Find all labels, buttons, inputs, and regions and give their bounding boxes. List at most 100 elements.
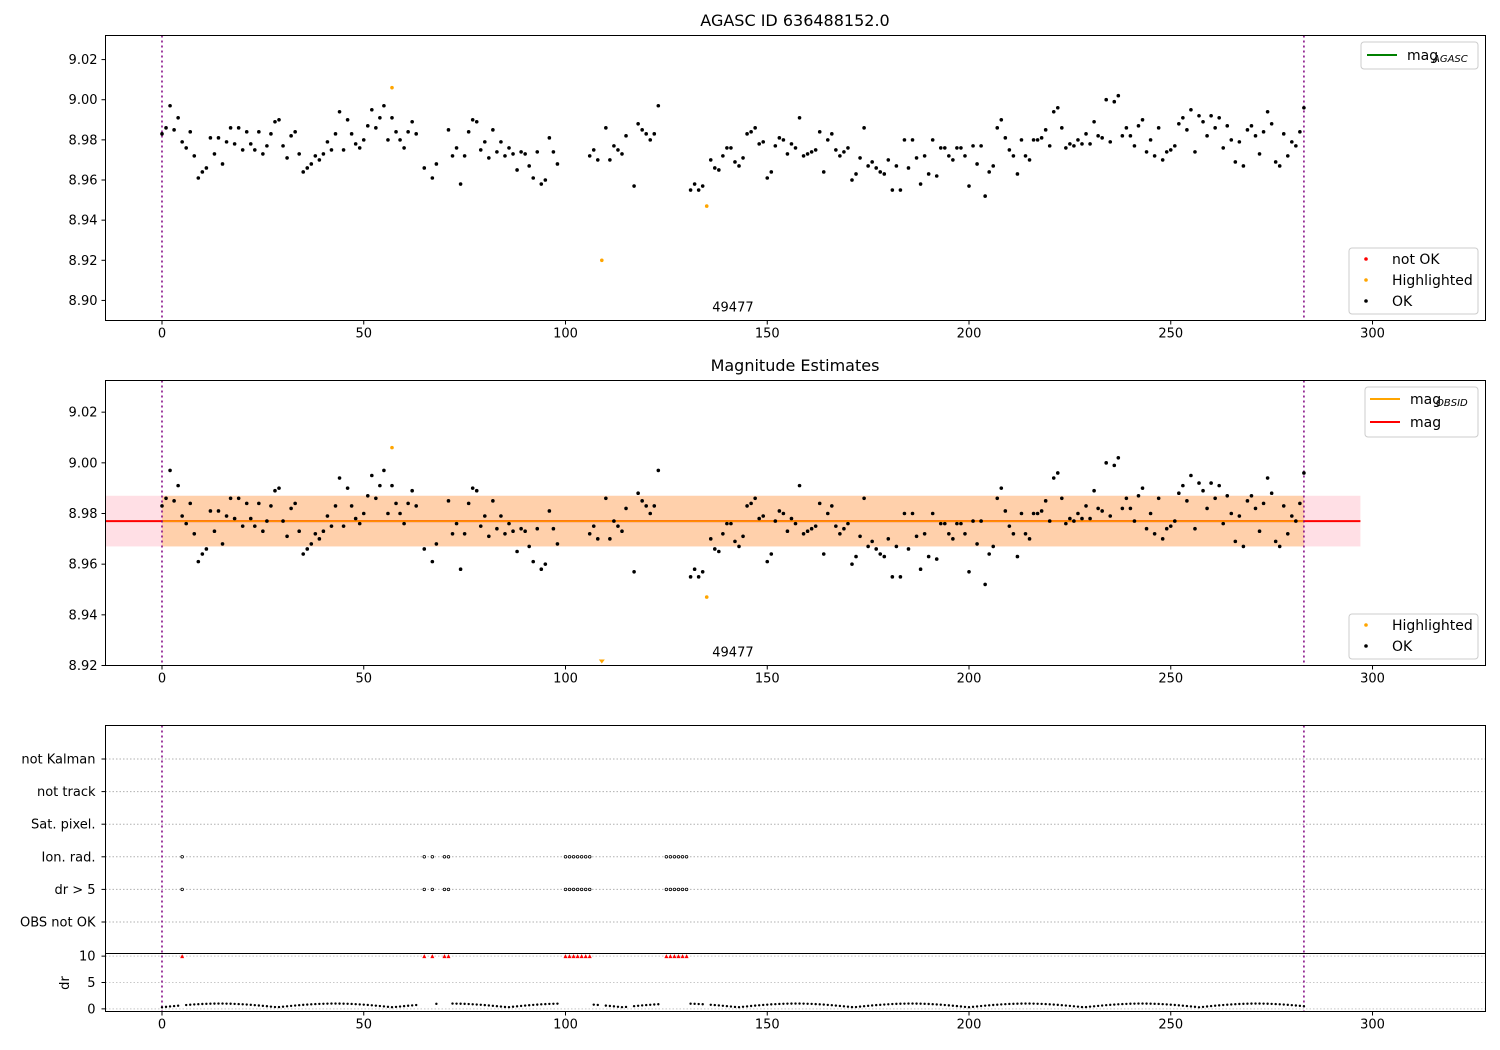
ok-point — [842, 526, 846, 531]
ok-point — [1055, 105, 1060, 110]
ok-point — [341, 524, 346, 528]
dr-point — [1270, 1002, 1273, 1006]
ok-point — [269, 504, 273, 508]
ok-point — [918, 567, 923, 572]
flag-marker — [575, 855, 580, 859]
dr-point — [1020, 1002, 1023, 1005]
ok-point — [192, 154, 197, 158]
ok-point — [963, 531, 967, 536]
ok-point — [882, 172, 887, 176]
dr-point — [1040, 1002, 1043, 1006]
dr-point — [895, 1002, 898, 1006]
ok-point — [737, 164, 741, 168]
dr-point — [209, 1002, 212, 1005]
ok-point — [321, 152, 326, 156]
ok-point — [345, 117, 350, 122]
ok-point — [1015, 554, 1020, 559]
ok-point — [809, 526, 814, 531]
ok-point — [975, 162, 979, 166]
ok-point — [337, 476, 342, 480]
dr-point — [176, 1004, 180, 1007]
ok-point — [236, 126, 241, 130]
dr-clipped-marker — [442, 954, 447, 959]
dr-point — [241, 1003, 244, 1006]
mid-xtick-label: 200 — [957, 672, 982, 687]
dr-point — [1258, 1002, 1261, 1005]
ok-point — [305, 166, 310, 170]
ok-point — [1019, 511, 1024, 516]
dr-point — [172, 1004, 176, 1008]
dr-point — [523, 1004, 527, 1007]
ok-point — [648, 138, 653, 142]
ok-point — [487, 156, 491, 160]
ok-point — [228, 496, 233, 501]
ok-point — [1221, 521, 1226, 526]
ok-point — [821, 170, 826, 174]
ok-point — [257, 130, 261, 134]
dr-point — [1302, 1005, 1306, 1008]
bottom-xtick-label: 150 — [755, 1018, 780, 1033]
ok-point — [1261, 130, 1266, 134]
ok-point — [361, 511, 366, 516]
ok-point — [216, 136, 221, 140]
ok-point — [309, 162, 314, 166]
mid-ytick-label: 8.98 — [69, 507, 98, 522]
bottom-xtick-label: 50 — [355, 1018, 372, 1033]
dr-point — [374, 1004, 378, 1007]
ok-point — [478, 148, 483, 152]
ok-point — [398, 511, 402, 516]
ok-point — [632, 569, 636, 574]
dr-point — [1242, 1002, 1245, 1006]
ok-point — [991, 164, 996, 168]
ok-point — [277, 486, 281, 490]
ok-point — [886, 158, 891, 162]
ok-point — [281, 519, 285, 523]
ok-point — [1035, 511, 1040, 516]
ok-point — [539, 567, 544, 572]
top-panel-title: AGASC ID 636488152.0 — [700, 11, 889, 30]
ok-point — [717, 549, 721, 554]
ok-point — [1197, 113, 1201, 118]
ok-point — [882, 554, 887, 559]
ok-point — [1076, 511, 1080, 516]
ok-point — [995, 126, 1000, 130]
dr-clipped-marker — [430, 954, 435, 959]
ok-point — [781, 511, 786, 516]
ok-point — [1072, 144, 1076, 148]
ok-point — [390, 115, 394, 120]
ok-point — [325, 514, 330, 518]
dr-point — [406, 1004, 410, 1007]
ok-point — [870, 160, 874, 164]
legend-mag-label-2: mag — [1410, 415, 1441, 431]
ok-point — [212, 529, 217, 534]
ok-point — [285, 534, 289, 539]
dr-point — [778, 1002, 781, 1006]
offscale-marker — [598, 659, 605, 664]
top-xtick-label: 150 — [755, 327, 780, 342]
dr-point — [729, 1005, 733, 1008]
dr-point — [915, 1002, 918, 1005]
dr-ytick-label: 5 — [87, 976, 95, 991]
ok-point — [789, 142, 794, 146]
ok-point — [1193, 526, 1197, 531]
dr-point — [1193, 1005, 1197, 1009]
ok-point — [1007, 524, 1012, 528]
ok-point — [777, 136, 782, 140]
ok-point — [902, 511, 907, 516]
dr-point — [971, 1005, 975, 1009]
dr-point — [265, 1005, 269, 1008]
ok-point — [801, 154, 806, 158]
ok-point — [519, 526, 523, 531]
dr-point — [487, 1004, 491, 1007]
ok-point — [805, 529, 810, 534]
ok-point — [1003, 509, 1008, 513]
dr-point — [1064, 1004, 1068, 1007]
dr-point — [887, 1003, 890, 1006]
ok-point — [1269, 122, 1274, 126]
dr-point — [197, 1002, 200, 1006]
flag-marker — [563, 855, 568, 859]
ok-point — [999, 486, 1004, 490]
ok-point — [495, 526, 499, 531]
ok-point — [499, 140, 503, 144]
flag-marker — [579, 887, 584, 892]
